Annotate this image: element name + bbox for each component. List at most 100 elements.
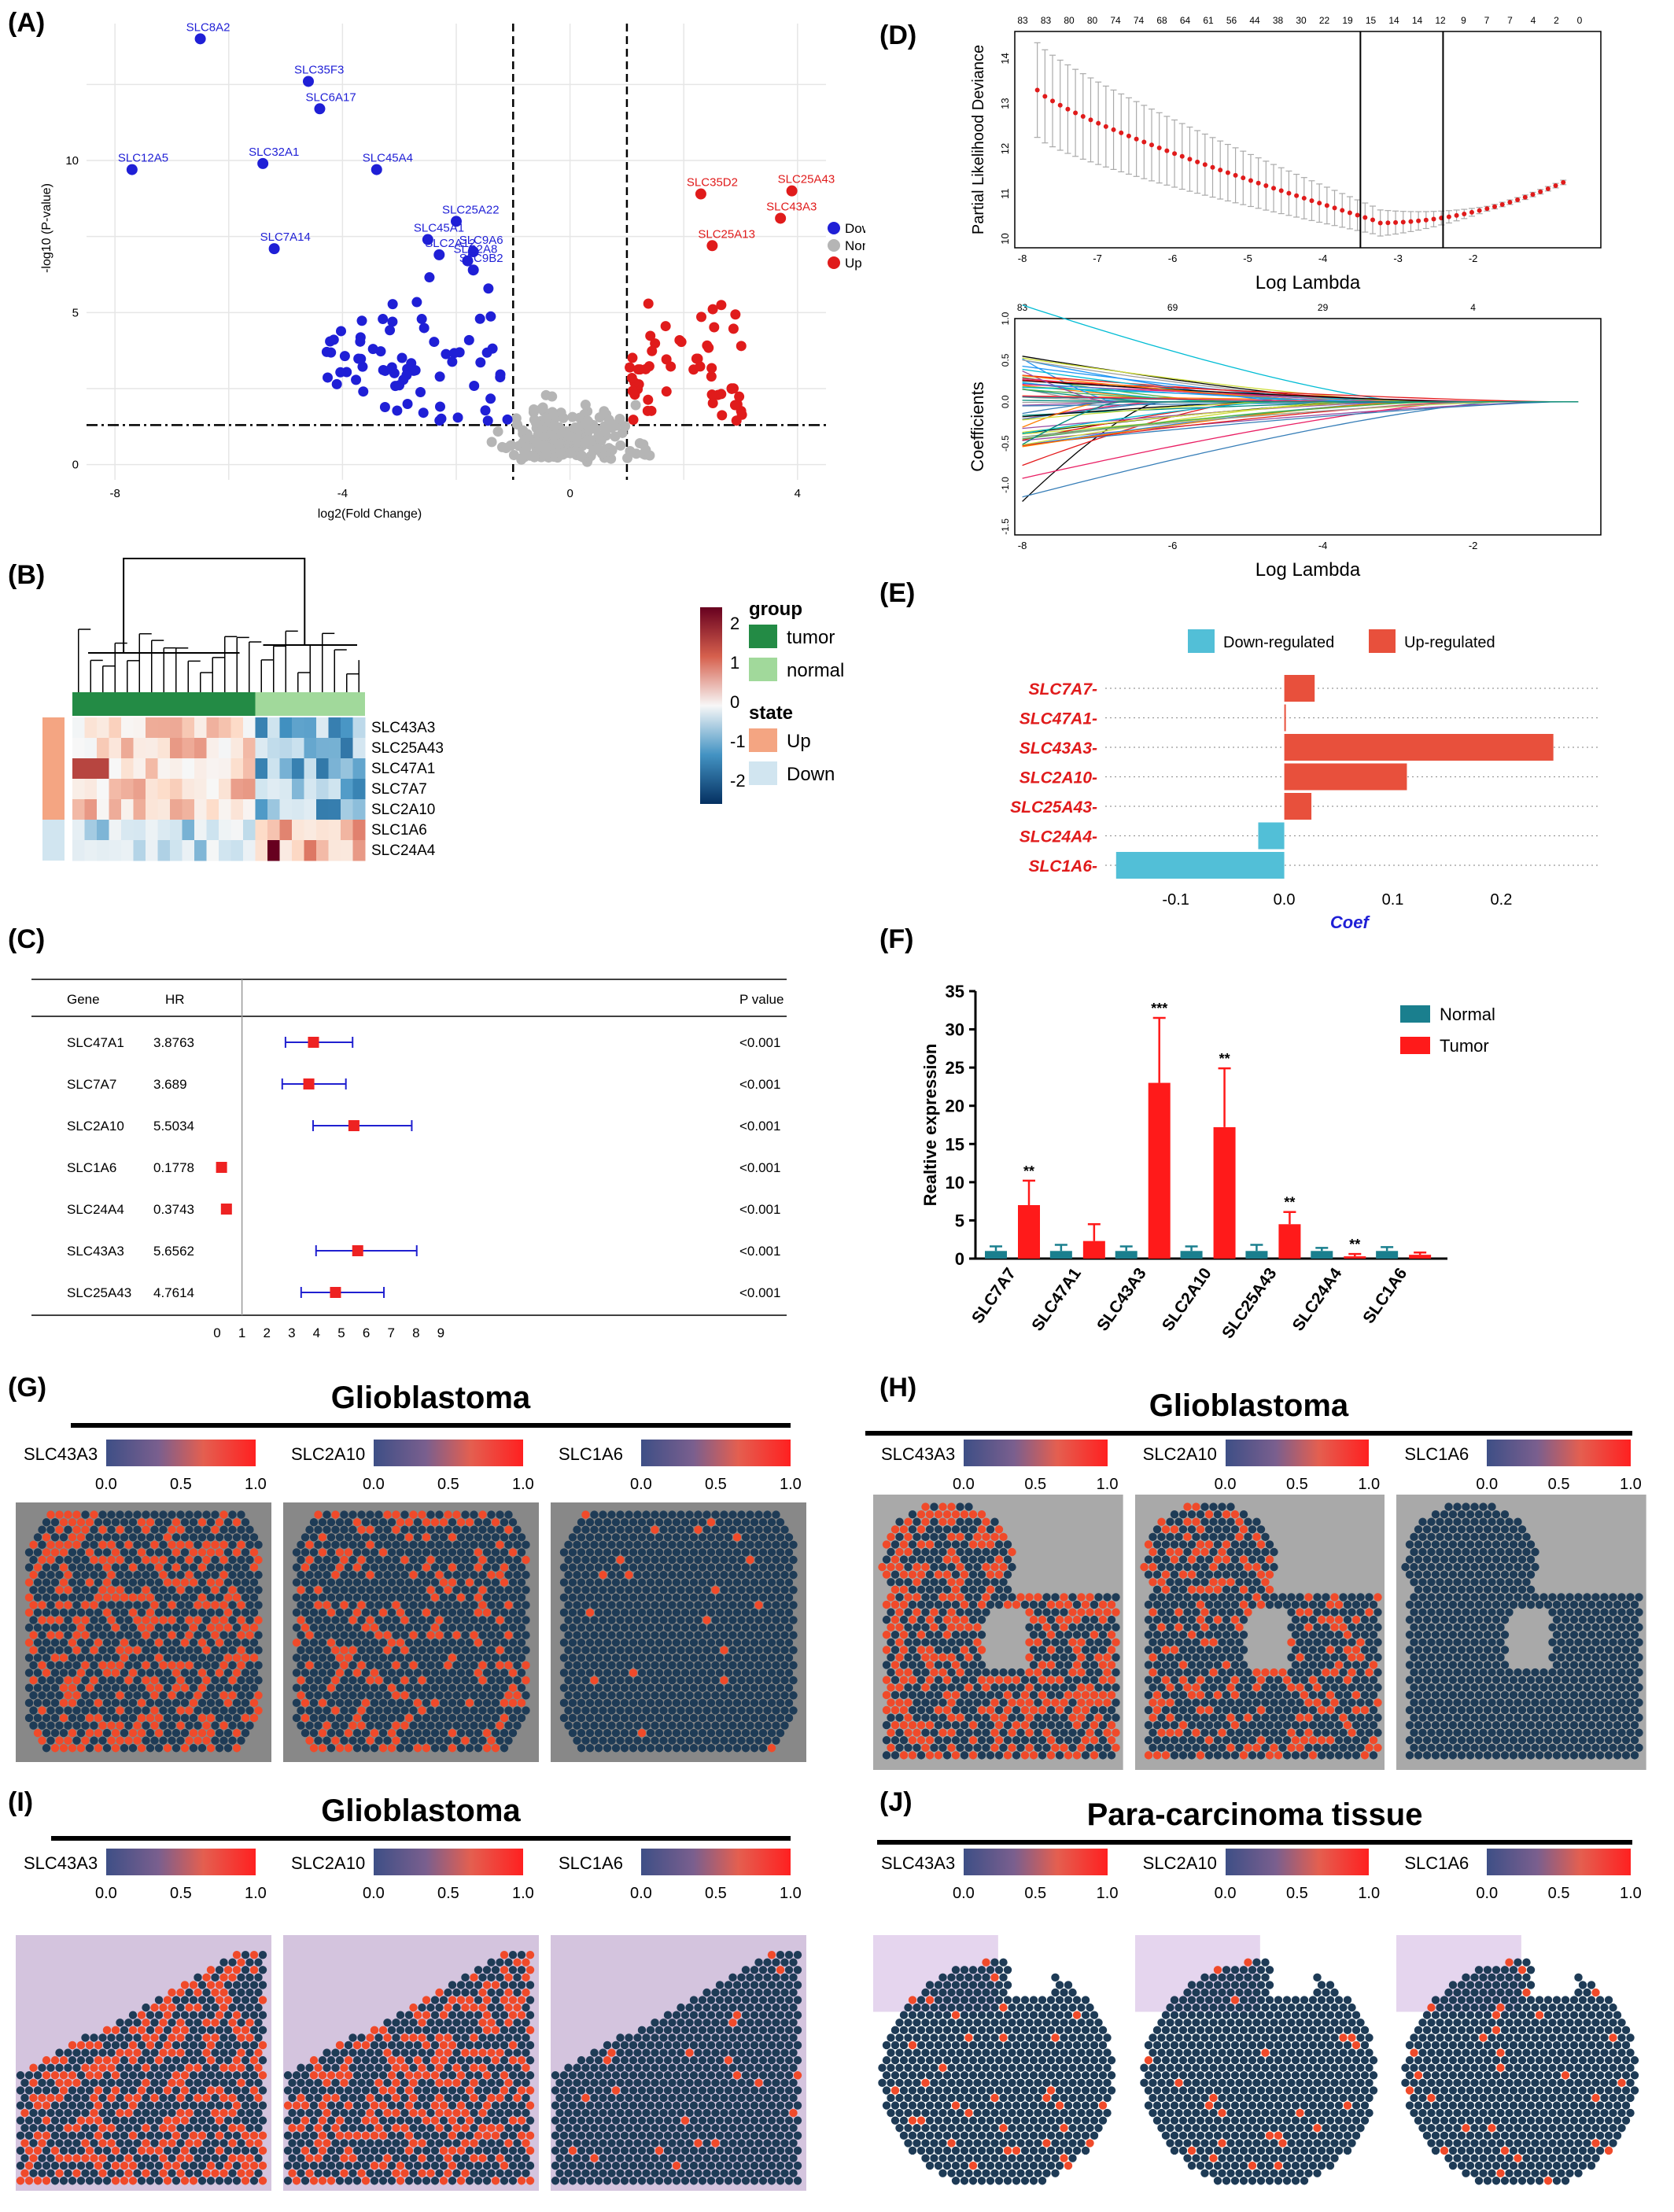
spot xyxy=(159,1646,168,1655)
spot xyxy=(1260,1593,1270,1602)
spot xyxy=(680,1563,690,1572)
spot-high xyxy=(913,1578,921,1587)
spot xyxy=(409,1646,418,1655)
spot xyxy=(422,1728,431,1738)
spot xyxy=(616,1631,625,1639)
y-tick-label: -0.5 xyxy=(1000,435,1011,452)
spot-high xyxy=(1148,1668,1157,1677)
spot xyxy=(934,1600,943,1609)
spot-high xyxy=(1178,1676,1187,1684)
spot-high xyxy=(137,1744,146,1753)
spot xyxy=(1165,1517,1174,1526)
spot-high xyxy=(1003,1690,1012,1700)
spot xyxy=(724,1578,733,1587)
spot xyxy=(163,1608,172,1617)
spot xyxy=(418,1646,426,1655)
spot xyxy=(930,1517,938,1526)
heatmap-cell xyxy=(219,820,231,841)
spot xyxy=(594,1548,603,1557)
spot xyxy=(1072,1631,1082,1639)
spot xyxy=(1191,1532,1200,1542)
y-tick-label: 0 xyxy=(72,459,79,472)
spot xyxy=(772,1570,780,1580)
spot-high xyxy=(1020,1751,1030,1760)
spot xyxy=(659,1510,668,1519)
spot xyxy=(930,1578,938,1587)
spot xyxy=(1055,1720,1064,1730)
spot xyxy=(728,1540,737,1550)
spot xyxy=(159,1706,168,1715)
spot xyxy=(90,1525,98,1534)
spot xyxy=(228,1616,237,1624)
spot xyxy=(318,1713,327,1723)
spot-high xyxy=(890,1600,900,1609)
point-none xyxy=(615,440,626,451)
spot xyxy=(504,1676,513,1685)
spot xyxy=(413,1653,422,1662)
legend-label-normal: normal xyxy=(787,660,844,681)
spot xyxy=(517,1623,526,1632)
spot xyxy=(124,1555,133,1565)
spot xyxy=(977,1661,986,1669)
spot xyxy=(1208,1517,1218,1526)
spot-high xyxy=(348,1616,357,1624)
spot-high xyxy=(474,1639,483,1647)
spot xyxy=(677,1601,685,1609)
spot xyxy=(964,1743,973,1753)
spot xyxy=(741,1548,750,1557)
spot-high xyxy=(448,1653,457,1662)
spot-high xyxy=(219,1570,228,1580)
spot xyxy=(107,1601,116,1609)
spot-high xyxy=(301,1713,310,1723)
spot xyxy=(724,1608,733,1617)
spot xyxy=(663,1683,673,1692)
spot xyxy=(728,1736,737,1745)
spot xyxy=(564,1691,573,1700)
spot xyxy=(694,1601,702,1609)
spot xyxy=(292,1668,301,1677)
spot xyxy=(150,1525,159,1534)
spot xyxy=(331,1555,340,1565)
spot xyxy=(1148,1532,1157,1542)
spot xyxy=(728,1646,737,1655)
spot xyxy=(24,1668,34,1677)
point-none xyxy=(610,431,621,442)
spot-high xyxy=(124,1540,133,1550)
title-rule xyxy=(865,1431,1632,1436)
spot xyxy=(982,1743,990,1753)
spot xyxy=(163,1668,172,1677)
spot xyxy=(361,1744,371,1753)
spot xyxy=(1308,1600,1317,1609)
spot xyxy=(444,1555,452,1565)
spot xyxy=(94,1517,103,1527)
spot xyxy=(344,1533,353,1542)
spot xyxy=(29,1706,38,1715)
spot-high xyxy=(1286,1638,1296,1647)
spot xyxy=(746,1570,754,1580)
cv-point xyxy=(1530,192,1536,197)
spot xyxy=(76,1713,86,1723)
spot-high xyxy=(206,1548,216,1557)
spot-high xyxy=(366,1676,374,1685)
spot xyxy=(599,1525,607,1534)
spot-high xyxy=(241,1623,250,1632)
spot xyxy=(1303,1668,1313,1677)
spot xyxy=(124,1586,133,1594)
spot xyxy=(478,1691,487,1700)
spot-high xyxy=(202,1555,211,1565)
spot-high xyxy=(1060,1743,1068,1753)
spot-high xyxy=(496,1570,504,1580)
spot xyxy=(50,1683,60,1692)
spot xyxy=(603,1533,612,1542)
spot-high xyxy=(413,1698,422,1708)
heatmap-cell xyxy=(84,799,98,820)
spot xyxy=(685,1661,694,1670)
spot xyxy=(180,1563,190,1572)
heatmap-cell xyxy=(279,820,293,841)
spot-high xyxy=(202,1540,211,1550)
category-label: SLC1A6 xyxy=(1359,1265,1410,1327)
spot xyxy=(309,1668,319,1677)
spot xyxy=(607,1525,616,1534)
spot-high xyxy=(241,1653,250,1662)
spot xyxy=(171,1653,181,1662)
